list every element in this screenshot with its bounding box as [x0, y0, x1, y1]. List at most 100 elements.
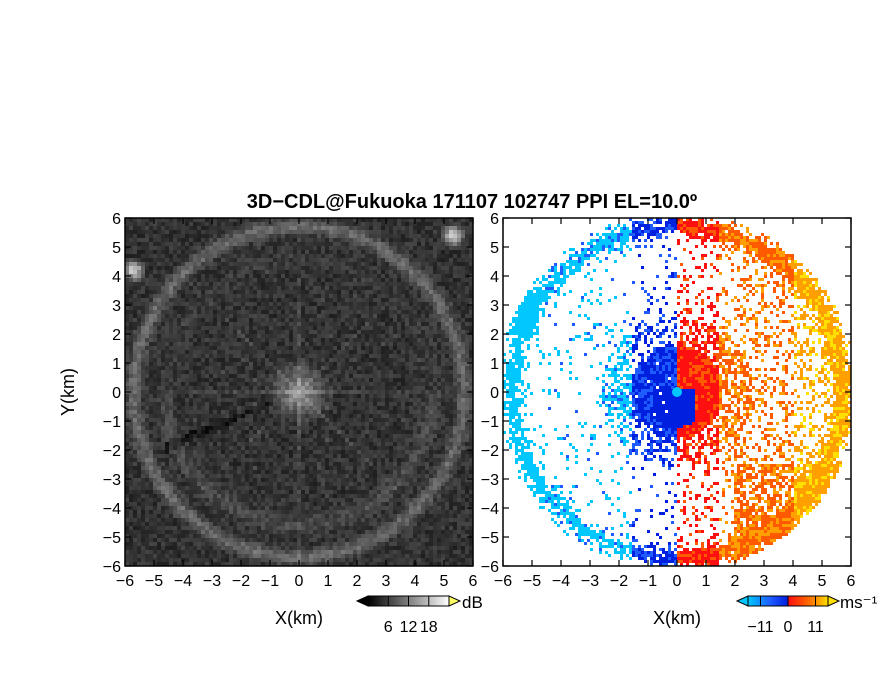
- snr-cell: [333, 302, 337, 306]
- snr-cell: [397, 434, 401, 438]
- snr-cell: [137, 434, 141, 438]
- snr-cell: [197, 246, 201, 250]
- snr-cell: [445, 306, 449, 310]
- snr-cell: [313, 246, 317, 250]
- snr-cell: [269, 322, 273, 326]
- snr-cell: [169, 446, 173, 450]
- snr-cell: [177, 446, 181, 450]
- snr-cell: [345, 222, 349, 226]
- snr-cell: [465, 374, 469, 378]
- snr-cell: [273, 374, 277, 378]
- snr-cell: [217, 330, 221, 334]
- snr-cell: [449, 262, 453, 266]
- snr-cell: [465, 294, 469, 298]
- snr-cell: [405, 418, 409, 422]
- snr-cell: [365, 402, 369, 406]
- snr-cell: [269, 374, 273, 378]
- snr-cell: [305, 386, 309, 390]
- snr-cell: [301, 438, 305, 442]
- snr-cell: [289, 242, 293, 246]
- snr-cell: [309, 350, 313, 354]
- snr-cell: [321, 394, 325, 398]
- snr-cell: [317, 398, 321, 402]
- snr-cell: [429, 442, 433, 446]
- snr-cell: [345, 326, 349, 330]
- snr-cell: [273, 354, 277, 358]
- snr-cell: [321, 230, 325, 234]
- snr-cell: [193, 282, 197, 286]
- snr-cell: [329, 258, 333, 262]
- snr-cell: [313, 250, 317, 254]
- snr-cell: [393, 410, 397, 414]
- snr-cell: [265, 230, 269, 234]
- snr-cell: [381, 322, 385, 326]
- snr-cell: [217, 258, 221, 262]
- snr-cell: [309, 430, 313, 434]
- snr-cell: [341, 322, 345, 326]
- snr-cell: [433, 282, 437, 286]
- snr-cell: [425, 298, 429, 302]
- snr-cell: [129, 426, 133, 430]
- snr-cell: [425, 294, 429, 298]
- snr-cell: [281, 282, 285, 286]
- snr-cell: [353, 342, 357, 346]
- snr-cell: [405, 398, 409, 402]
- snr-cell: [461, 254, 465, 258]
- snr-cell: [141, 378, 145, 382]
- snr-cell: [173, 366, 177, 370]
- snr-cell: [377, 286, 381, 290]
- snr-cell: [357, 282, 361, 286]
- snr-cell: [317, 338, 321, 342]
- snr-cell: [289, 334, 293, 338]
- snr-cell: [305, 362, 309, 366]
- snr-cell: [425, 266, 429, 270]
- snr-cell: [261, 306, 265, 310]
- snr-cell: [429, 302, 433, 306]
- snr-cell: [437, 426, 441, 430]
- snr-cell: [361, 426, 365, 430]
- snr-cell: [425, 326, 429, 330]
- snr-cell: [173, 438, 177, 442]
- snr-cell: [457, 362, 461, 366]
- snr-cell: [341, 438, 345, 442]
- snr-cell: [145, 382, 149, 386]
- snr-cell: [357, 442, 361, 446]
- snr-cell: [465, 238, 469, 242]
- snr-cell: [353, 322, 357, 326]
- snr-cell: [253, 334, 257, 338]
- snr-cell: [257, 262, 261, 266]
- snr-cell: [361, 242, 365, 246]
- snr-cell: [177, 294, 181, 298]
- snr-cell: [373, 326, 377, 330]
- snr-cell: [189, 242, 193, 246]
- snr-cell: [345, 438, 349, 442]
- snr-cell: [417, 398, 421, 402]
- snr-cell: [249, 434, 253, 438]
- snr-cell: [237, 398, 241, 402]
- snr-cell: [317, 430, 321, 434]
- snr-cell: [213, 370, 217, 374]
- snr-cell: [309, 370, 313, 374]
- snr-cell: [389, 382, 393, 386]
- snr-cell: [269, 346, 273, 350]
- snr-cell: [361, 246, 365, 250]
- snr-cell: [341, 238, 345, 242]
- snr-cell: [457, 242, 461, 246]
- snr-cell: [245, 350, 249, 354]
- snr-cell: [161, 382, 165, 386]
- snr-cell: [421, 326, 425, 330]
- snr-cell: [205, 354, 209, 358]
- snr-cell: [457, 222, 461, 226]
- snr-cell: [461, 326, 465, 330]
- snr-cell: [397, 394, 401, 398]
- snr-cell: [329, 406, 333, 410]
- snr-cell: [241, 326, 245, 330]
- snr-cell: [333, 314, 337, 318]
- snr-cell: [281, 422, 285, 426]
- snr-cell: [457, 226, 461, 230]
- snr-cell: [169, 414, 173, 418]
- snr-cell: [173, 246, 177, 250]
- snr-cell: [469, 338, 473, 342]
- snr-cell: [373, 342, 377, 346]
- snr-cell: [329, 298, 333, 302]
